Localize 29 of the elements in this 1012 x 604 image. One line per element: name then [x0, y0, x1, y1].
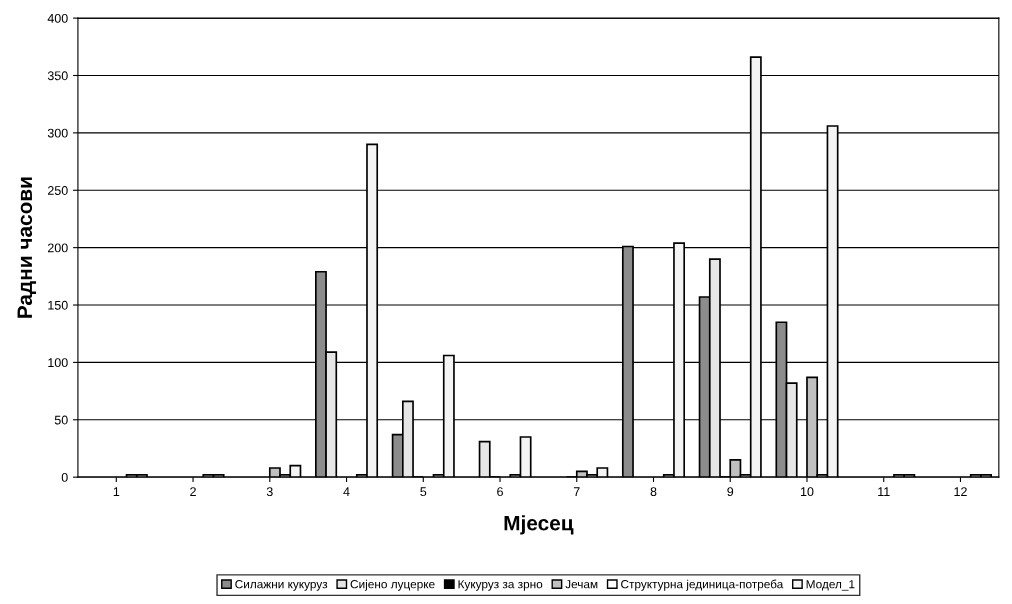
y-tick-label: 300	[47, 128, 68, 138]
x-tick-label: 12	[954, 487, 967, 496]
y-tick-label: 350	[47, 71, 68, 81]
legend-label: Модел_1	[806, 580, 855, 591]
legend-label: Силажни кукуруз	[235, 580, 328, 591]
x-tick-label: 3	[266, 487, 273, 497]
legend-label: Јечам	[565, 580, 598, 589]
legend-label: Сијено луцерке	[350, 579, 435, 591]
legend-label: Кукуруз за зрно	[458, 580, 543, 591]
legend-label: Структурна јединица-потреба	[621, 579, 784, 591]
x-axis-title: Мјесец	[504, 515, 574, 535]
x-tick-label: 2	[190, 487, 196, 496]
x-tick-label: 11	[878, 487, 890, 496]
y-tick-label: 250	[47, 186, 68, 195]
x-tick-label: 6	[497, 487, 503, 497]
x-tick-label: 5	[420, 487, 427, 497]
x-tick-label: 8	[650, 487, 657, 497]
x-tick-label: 4	[343, 487, 350, 496]
x-tick-label: 10	[800, 487, 814, 497]
y-tick-label: 100	[48, 358, 68, 368]
y-tick-label: 400	[47, 13, 68, 23]
y-tick-label: 0	[61, 472, 68, 482]
y-tick-label: 200	[47, 243, 68, 253]
y-tick-label: 150	[48, 300, 68, 310]
x-tick-label: 1	[113, 487, 120, 496]
y-axis-title: Радни часови	[17, 177, 37, 318]
x-tick-label: 7	[573, 487, 580, 496]
y-tick-label: 50	[54, 415, 68, 425]
x-tick-label: 9	[727, 487, 734, 497]
